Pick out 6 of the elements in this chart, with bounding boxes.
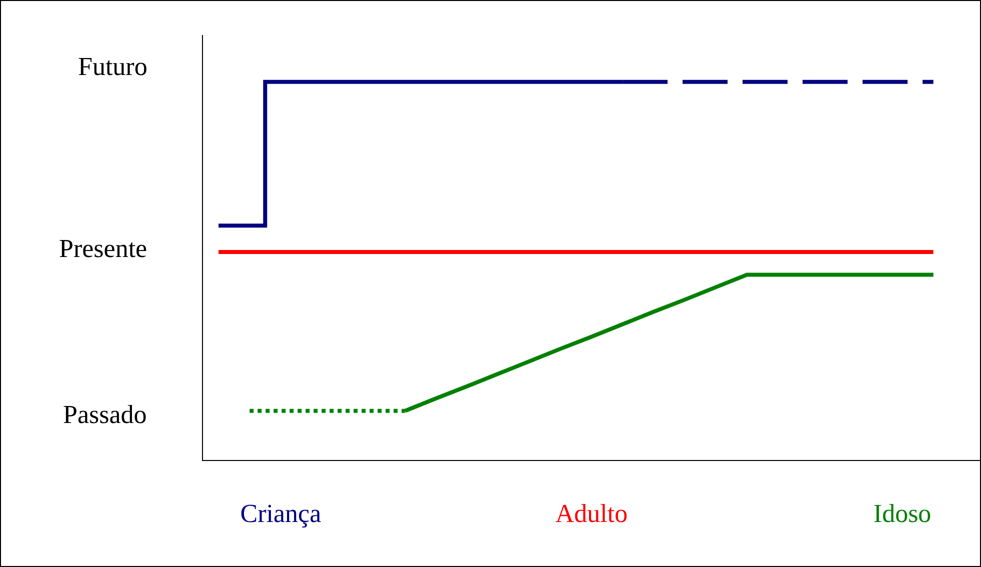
x-tick-label: Criança <box>240 499 322 528</box>
text: Futuro <box>78 52 148 81</box>
text: Passado <box>63 400 147 429</box>
x-tick-label: Adulto <box>555 499 628 528</box>
x-tick-label: Idoso <box>873 499 932 528</box>
text: Presente <box>59 234 148 263</box>
